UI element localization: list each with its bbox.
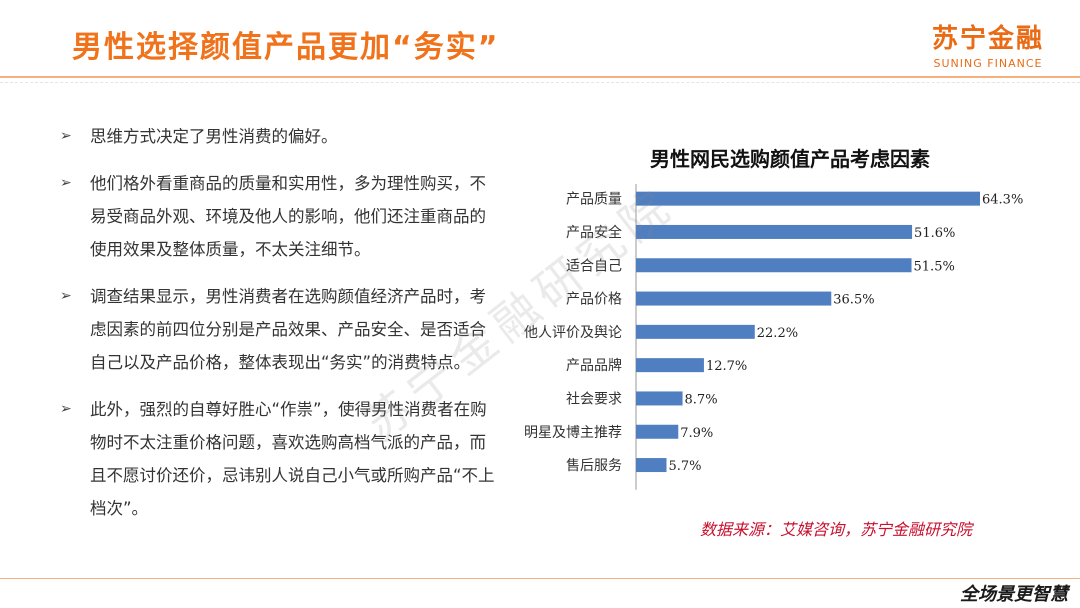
bullet-list: ➢ 思维方式决定了男性消费的偏好。 ➢ 他们格外看重商品的质量和实用性，多为理性… — [60, 120, 500, 539]
bar — [636, 291, 832, 306]
suning-finance-logo: 苏宁金融 SUNING FINANCE — [932, 18, 1044, 70]
category-label: 适合自己 — [566, 258, 622, 274]
category-label: 产品安全 — [566, 224, 622, 241]
bar — [636, 458, 667, 473]
header-dashed-divider — [0, 82, 1080, 83]
bullet-item: ➢ 调查结果显示，男性消费者在选购颜值经济产品时，考虑因素的前四位分别是产品效果… — [60, 280, 500, 379]
arrow-bullet-icon: ➢ — [60, 128, 72, 144]
footer-slogan: 全场景更智慧 — [960, 584, 1068, 605]
bullet-text: 调查结果显示，男性消费者在选购颜值经济产品时，考虑因素的前四位分别是产品效果、产… — [90, 287, 486, 372]
category-label: 产品价格 — [566, 292, 622, 308]
bar — [636, 424, 679, 439]
chart-title: 男性网民选购颜值产品考虑因素 — [650, 147, 930, 171]
data-source: 数据来源：艾媒咨询，苏宁金融研究院 — [700, 520, 973, 539]
category-label: 产品品牌 — [566, 357, 622, 374]
value-label: 64.3% — [982, 193, 1023, 208]
value-label: 5.7% — [668, 459, 701, 474]
bullet-item: ➢ 他们格外看重商品的质量和实用性，多为理性购买，不易受商品外观、环境及他人的影… — [60, 167, 500, 266]
bullet-item: ➢ 此外，强烈的自尊好胜心“作祟”，使得男性消费者在购物时不太注重价格问题，喜欢… — [60, 393, 500, 525]
value-label: 7.9% — [680, 426, 713, 441]
value-label: 51.5% — [914, 259, 955, 274]
category-label: 产品质量 — [566, 192, 622, 208]
value-label: 8.7% — [685, 392, 718, 407]
bar-chart: 产品质量 64.3% 产品安全 51.6% 适合自己 51.5% 产品价格 36.5% 他人评价… — [524, 184, 1023, 490]
bullet-text: 此外，强烈的自尊好胜心“作祟”，使得男性消费者在购物时不太注重价格问题，喜欢选购… — [90, 400, 495, 518]
footer-divider — [0, 578, 1080, 579]
arrow-bullet-icon: ➢ — [60, 401, 72, 417]
category-label: 明星及博主推荐 — [524, 424, 622, 441]
category-label: 社会要求 — [566, 391, 622, 407]
bullet-item: ➢ 思维方式决定了男性消费的偏好。 — [60, 120, 500, 153]
value-label: 22.2% — [757, 326, 798, 341]
bar — [636, 391, 683, 406]
category-label: 售后服务 — [566, 458, 622, 474]
logo-en: SUNING FINANCE — [933, 57, 1043, 70]
arrow-bullet-icon: ➢ — [60, 288, 72, 304]
bar — [636, 191, 980, 206]
value-label: 51.6% — [914, 226, 955, 241]
bar — [636, 258, 912, 273]
page-title: 男性选择颜值产品更加“务实” — [72, 30, 500, 65]
logo-cn: 苏宁金融 — [931, 24, 1044, 54]
category-label: 他人评价及舆论 — [524, 325, 622, 341]
value-label: 36.5% — [833, 293, 874, 308]
bar — [636, 324, 755, 339]
value-label: 12.7% — [706, 359, 747, 374]
arrow-bullet-icon: ➢ — [60, 175, 72, 191]
bullet-text: 他们格外看重商品的质量和实用性，多为理性购买，不易受商品外观、环境及他人的影响，… — [90, 174, 486, 259]
bullet-text: 思维方式决定了男性消费的偏好。 — [90, 127, 338, 146]
bar — [636, 358, 704, 373]
header-divider — [0, 76, 1080, 78]
bar — [636, 224, 913, 239]
